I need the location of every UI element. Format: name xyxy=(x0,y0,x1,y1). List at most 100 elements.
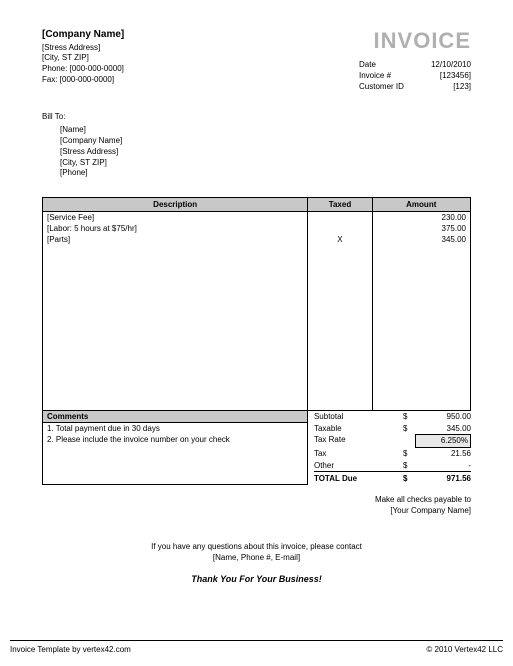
cell-amount xyxy=(372,388,470,399)
other-value: - xyxy=(415,460,471,472)
col-taxed: Taxed xyxy=(308,198,372,212)
company-city: [City, ST ZIP] xyxy=(42,53,124,64)
table-row xyxy=(43,377,471,388)
payable-line2: [Your Company Name] xyxy=(42,506,471,517)
cell-amount xyxy=(372,245,470,256)
company-name: [Company Name] xyxy=(42,28,124,42)
thanks-message: Thank You For Your Business! xyxy=(42,574,471,584)
meta-inv-label: Invoice # xyxy=(359,71,415,82)
cell-taxed xyxy=(308,300,372,311)
taxable-label: Taxable xyxy=(314,423,403,435)
taxrate-value: 6.250% xyxy=(415,434,471,448)
invoice-meta: Date12/10/2010 Invoice #[123456] Custome… xyxy=(359,60,471,92)
billto-phone: [Phone] xyxy=(60,168,471,179)
col-amount: Amount xyxy=(372,198,470,212)
cell-description xyxy=(43,377,308,388)
items-table: Description Taxed Amount [Service Fee] 23… xyxy=(42,197,471,411)
cell-amount xyxy=(372,300,470,311)
cell-amount xyxy=(372,344,470,355)
comments-header: Comments xyxy=(43,411,307,423)
cell-amount xyxy=(372,256,470,267)
table-row xyxy=(43,333,471,344)
billto-address: [Stress Address] xyxy=(60,147,471,158)
meta-inv: [123456] xyxy=(415,71,471,82)
cell-description xyxy=(43,388,308,399)
cell-taxed xyxy=(308,355,372,366)
cell-description xyxy=(43,278,308,289)
meta-date-label: Date xyxy=(359,60,415,71)
cell-taxed xyxy=(308,388,372,399)
cell-description xyxy=(43,366,308,377)
billto-company: [Company Name] xyxy=(60,136,471,147)
table-row: [Parts]X345.00 xyxy=(43,234,471,245)
cell-taxed xyxy=(308,377,372,388)
cell-taxed xyxy=(308,333,372,344)
meta-cust: [123] xyxy=(415,82,471,93)
taxrate-label: Tax Rate xyxy=(314,434,403,448)
taxable-value: 345.00 xyxy=(415,423,471,435)
cell-description xyxy=(43,333,308,344)
cell-amount xyxy=(372,366,470,377)
table-row xyxy=(43,267,471,278)
company-phone: Phone: [000-000-0000] xyxy=(42,64,124,75)
other-label: Other xyxy=(314,460,403,472)
cell-amount: 230.00 xyxy=(372,212,470,224)
cell-amount xyxy=(372,311,470,322)
invoice-title: INVOICE xyxy=(359,28,471,54)
cell-amount xyxy=(372,289,470,300)
footer-right: © 2010 Vertex42 LLC xyxy=(426,645,503,654)
comments-box: Comments 1. Total payment due in 30 days… xyxy=(42,411,308,485)
cell-amount xyxy=(372,267,470,278)
cell-taxed xyxy=(308,223,372,234)
meta-date: 12/10/2010 xyxy=(415,60,471,71)
table-row xyxy=(43,245,471,256)
cell-description xyxy=(43,322,308,333)
table-row xyxy=(43,344,471,355)
cell-description: [Service Fee] xyxy=(43,212,308,224)
cell-taxed xyxy=(308,311,372,322)
cell-description xyxy=(43,300,308,311)
cell-taxed xyxy=(308,267,372,278)
cell-description xyxy=(43,289,308,300)
table-row xyxy=(43,322,471,333)
table-row xyxy=(43,399,471,411)
cell-amount xyxy=(372,322,470,333)
cell-description xyxy=(43,344,308,355)
payable-block: Make all checks payable to [Your Company… xyxy=(42,495,471,517)
col-description: Description xyxy=(43,198,308,212)
cell-amount xyxy=(372,333,470,344)
cell-amount xyxy=(372,399,470,411)
cell-amount xyxy=(372,355,470,366)
billto-name: [Name] xyxy=(60,125,471,136)
totaldue-value: 971.56 xyxy=(415,473,471,485)
table-row xyxy=(43,278,471,289)
cell-amount xyxy=(372,377,470,388)
company-fax: Fax: [000-000-0000] xyxy=(42,75,124,86)
table-row xyxy=(43,311,471,322)
comments-line1: 1. Total payment due in 30 days xyxy=(47,424,303,434)
contact-block: If you have any questions about this inv… xyxy=(42,542,471,564)
meta-cust-label: Customer ID xyxy=(359,82,415,93)
cell-description xyxy=(43,355,308,366)
company-address: [Stress Address] xyxy=(42,43,124,54)
cell-amount: 345.00 xyxy=(372,234,470,245)
cell-description xyxy=(43,256,308,267)
cell-taxed: X xyxy=(308,234,372,245)
cell-taxed xyxy=(308,289,372,300)
cell-description xyxy=(43,399,308,411)
cell-taxed xyxy=(308,344,372,355)
cell-description xyxy=(43,311,308,322)
billto-block: Bill To: [Name] [Company Name] [Stress A… xyxy=(42,112,471,179)
cell-taxed xyxy=(308,212,372,224)
billto-title: Bill To: xyxy=(42,112,471,123)
table-row xyxy=(43,388,471,399)
cell-taxed xyxy=(308,245,372,256)
totals-block: Subtotal$950.00 Taxable$345.00 Tax Rate6… xyxy=(308,411,471,485)
totaldue-label: TOTAL Due xyxy=(314,473,403,485)
contact-line2: [Name, Phone #, E-mail] xyxy=(42,553,471,564)
cell-amount: 375.00 xyxy=(372,223,470,234)
cell-amount xyxy=(372,278,470,289)
subtotal-label: Subtotal xyxy=(314,411,403,423)
table-row: [Service Fee] 230.00 xyxy=(43,212,471,224)
company-block: [Company Name] [Stress Address] [City, S… xyxy=(42,28,124,92)
